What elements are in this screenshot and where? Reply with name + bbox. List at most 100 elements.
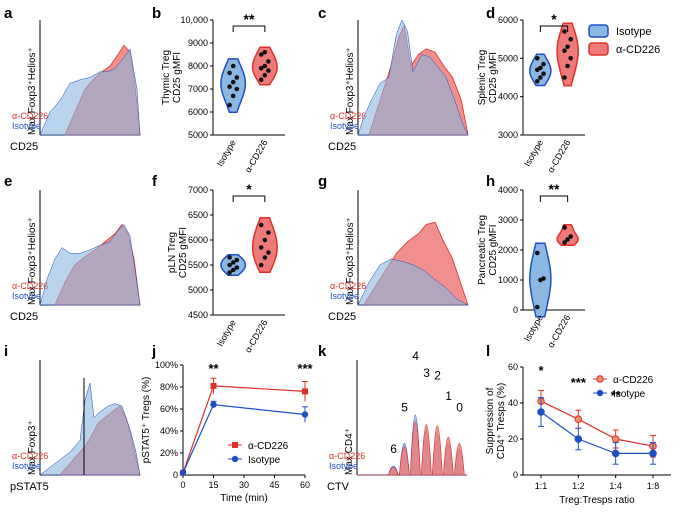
y-tick-label: 4000 [498, 92, 518, 102]
legend-label-cd226: α-CD226 [329, 451, 365, 461]
peak-label: 1 [445, 389, 452, 403]
y-tick-label: 0 [513, 305, 518, 315]
significance-label: *** [297, 361, 313, 376]
x-axis-label: pSTAT5 [10, 481, 49, 493]
x-tick-label: Isotype [522, 138, 545, 168]
data-point [258, 262, 264, 268]
histogram-isotype [357, 19, 469, 136]
data-point [611, 449, 620, 458]
panel-letter-g: g [318, 173, 327, 190]
violin-cd226 [556, 224, 579, 246]
data-point [541, 276, 546, 281]
y-axis-label: Max Foxp3⁺ [27, 420, 38, 475]
data-point [230, 93, 236, 99]
data-point [262, 63, 268, 69]
data-point [565, 44, 570, 50]
data-point [227, 102, 232, 108]
panel-letter-i: i [4, 343, 8, 360]
peak-label: 4 [412, 349, 419, 363]
series-line [540, 400, 654, 447]
legend-label-cd226: α-CD226 [12, 451, 48, 461]
data-point [258, 52, 264, 57]
panel-letter-h: h [486, 173, 495, 190]
significance-label: ** [244, 11, 255, 27]
legend-label-isotype: Isotype [248, 455, 281, 466]
y-tick-label: 6500 [188, 210, 208, 220]
legend-label-isotype: Isotype [330, 291, 359, 301]
data-point [262, 49, 268, 55]
data-point [266, 68, 271, 73]
legend-label-isotype: Isotype [329, 461, 358, 471]
y-axis-label: Thymic Treg [161, 50, 172, 105]
x-tick-label: 1:8 [647, 481, 660, 491]
x-tick-label: 30 [239, 480, 249, 490]
data-point [611, 435, 620, 443]
data-point [574, 415, 583, 424]
y-axis-label: Splenic Treg [477, 50, 488, 106]
data-point [562, 29, 567, 34]
y-tick-label: 1000 [498, 275, 518, 285]
data-point [234, 86, 240, 92]
x-tick-label: Isotype [215, 318, 238, 348]
data-point [649, 449, 657, 458]
data-point [227, 270, 232, 275]
x-tick-label: α-CD226 [546, 138, 573, 174]
data-point [535, 250, 540, 256]
y-axis-label: Pancreatic Treg [477, 215, 488, 285]
legend-label-cd226: α-CD226 [330, 281, 366, 291]
data-point [230, 267, 236, 273]
histogram-isotype [39, 382, 141, 476]
violin-isotype [220, 254, 247, 277]
y-tick-label: 8000 [188, 61, 208, 71]
y-axis-label: CD25 gMFI [488, 224, 499, 275]
y-axis-label: Max Foxp3⁺Helios⁺ [27, 47, 38, 135]
data-point [230, 260, 236, 265]
series-line [182, 403, 306, 474]
data-point [266, 250, 271, 255]
peak-label: 3 [423, 366, 430, 380]
data-point [266, 59, 271, 64]
data-point [227, 70, 232, 76]
y-tick-label: 3000 [498, 215, 518, 225]
data-point [210, 382, 217, 389]
y-axis-label: CD25 gMFI [178, 227, 189, 278]
y-tick-label: 7000 [188, 84, 208, 94]
line-panel-j: 0 20% 40% 60% 80% 100% 0 15 30 45 60 Time (min) pSTA… [141, 360, 314, 504]
data-point [565, 63, 570, 69]
y-tick-label: 40 [508, 398, 518, 408]
peak-label: 6 [390, 442, 397, 456]
data-point [262, 237, 268, 243]
x-tick-label: α-CD226 [243, 318, 270, 354]
legend-marker-isotype [596, 389, 604, 397]
data-point [562, 75, 567, 80]
data-point [266, 230, 271, 235]
significance-label: ** [611, 388, 622, 403]
x-axis-label: CD25 [10, 141, 38, 153]
y-axis-label: pLN Treg [167, 232, 178, 273]
data-point [541, 71, 546, 76]
y-tick-label: 4000 [498, 185, 518, 195]
y-tick-label: 4500 [188, 310, 208, 320]
histogram-isotype [39, 224, 141, 306]
x-axis-label: CD25 [328, 141, 356, 153]
data-point [538, 65, 543, 71]
legend-label-cd226: α-CD226 [248, 441, 289, 452]
series-line [540, 411, 653, 454]
data-point [562, 225, 567, 230]
y-axis-label: Suppression of [485, 387, 496, 454]
peak-label: 0 [456, 401, 463, 415]
data-point [538, 75, 543, 80]
x-tick-label: 1:4 [609, 481, 622, 491]
legend-label-isotype: Isotype [613, 389, 646, 400]
x-axis-label: Treg:Tresps ratio [559, 495, 635, 506]
y-axis-label: Max Foxp3⁺Helios⁺ [345, 217, 356, 305]
y-axis-label: CD25 gMFI [172, 52, 183, 103]
line-panel-l: 0 20 40 60 1:1 1:2 1:4 1:8 Treg:Tresps ratio Supp… [485, 362, 671, 506]
panel-letter-e: e [4, 173, 12, 190]
y-tick-label: 6000 [188, 107, 208, 117]
histogram-isotype [39, 48, 141, 136]
y-tick-label: 3000 [498, 130, 518, 140]
